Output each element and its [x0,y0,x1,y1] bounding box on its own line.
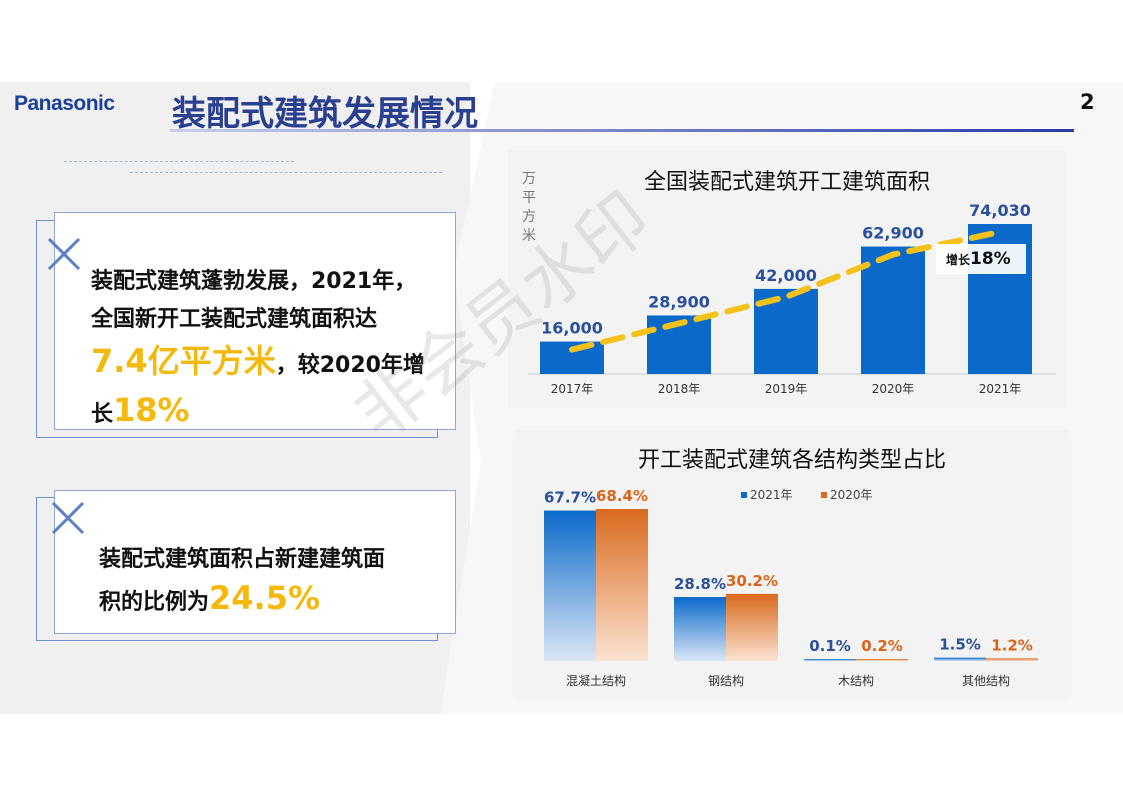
chart1-category-label: 2017年 [551,382,594,396]
chart2-legend-2021: 2021年 [750,488,793,502]
chart2-legend-2020: 2020年 [830,488,873,502]
chart2-bar-2020 [726,593,778,661]
chart1-bar [540,341,604,374]
card2-line1: 装配式建筑面积占新建建筑面 [99,547,386,572]
chart2-title: 开工装配式建筑各结构类型占比 [637,448,946,473]
close-x-icon [51,501,85,535]
chart2-value-label: 68.4% [596,487,648,505]
chart2-legend-swatch-2021 [741,492,747,498]
page-title: 装配式建筑发展情况 [172,94,478,134]
dashed-divider [64,161,294,162]
chart1-value-label: 42,000 [755,266,817,285]
chart2-svg: 2021年 2020年 67.7% 68.4% 混凝土结构 28.8% 30.2% 钢结构 0.… [544,487,1038,688]
chart1-trend-line [569,229,1003,353]
chart1-value-label: 28,900 [648,292,710,311]
card2-line2: 积的比例为24.5% [99,579,439,622]
chart1-value-label: 74,030 [969,201,1031,220]
chart2-value-label: 0.2% [861,637,903,655]
chart1-bar [861,246,925,374]
close-x-icon [47,237,81,271]
card2-box: 装配式建筑面积占新建建筑面 积的比例为24.5% [54,490,456,634]
chart1-category-label: 2018年 [658,382,701,396]
panasonic-logo: Panasonic [14,92,115,115]
card1-line3-rest: ，较2020年增 [275,353,425,378]
card2-highlight: 24.5% [209,579,321,617]
chart1-value-label: 16,000 [541,319,603,338]
chart2-value-label: 67.7% [544,489,596,507]
chart1-category-label: 2021年 [979,382,1022,396]
chart1-annotation-box [936,244,1026,274]
card1-line4-pre: 长 [91,402,114,427]
dashed-divider [130,172,442,173]
chart2-bar-2020 [596,509,648,661]
chart1-category-label: 2019年 [765,382,808,396]
chart2-value-label: 1.5% [939,636,981,654]
chart2-category-label: 钢结构 [708,673,744,688]
chart2-category-label: 其他结构 [962,673,1010,688]
card1-line3: 7.4亿平方米，较2020年增 [91,339,451,388]
chart1-annotation: 增长18% [946,249,1011,269]
chart1-annotation-prefix: 增长 [946,252,971,267]
chart1-category-label: 2020年 [872,382,915,396]
chart2-value-label: 30.2% [726,572,778,590]
chart2-value-label: 28.8% [674,575,726,593]
chart1-value-label: 62,900 [862,224,924,243]
chart2-bar-2021 [674,597,726,661]
chart2-category-label: 混凝土结构 [566,673,626,688]
chart2-value-label: 0.1% [809,637,851,655]
card2-text: 装配式建筑面积占新建建筑面 积的比例为24.5% [99,541,439,622]
chart2-legend-swatch-2020 [821,492,827,498]
chart2-value-label: 1.2% [991,636,1033,654]
card1-line1: 装配式建筑蓬勃发展，2021年， [91,269,417,294]
chart1-annotation-value: 18% [970,249,1011,269]
chart2-bar-2021 [934,657,986,661]
card1-line4: 长18% [91,388,451,437]
chart1-ylabel: 万平方米 [522,171,536,244]
chart2-bar-2020 [856,659,908,661]
card1-text: 装配式建筑蓬勃发展，2021年， 全国新开工装配式建筑面积达 7.4亿平方米，较… [91,263,451,437]
page-number: 2 [1080,90,1095,114]
chart2-bar-2021 [804,659,856,661]
title-underline [170,129,1074,132]
chart2-bar-2020 [986,658,1038,661]
chart1-title: 全国装配式建筑开工建筑面积 [643,170,930,195]
card1-highlight-growth: 18% [113,391,190,429]
card1-box: 装配式建筑蓬勃发展，2021年， 全国新开工装配式建筑面积达 7.4亿平方米，较… [54,212,456,430]
chart1-svg: 16,000 2017年 28,900 2018年 42,000 2019年 62,900 2… [528,201,1056,396]
card1-highlight-area: 7.4亿平方米 [91,342,276,380]
card2-line2-pre: 积的比例为 [99,590,210,615]
chart2-category-label: 木结构 [838,673,874,688]
chart2-bar-2021 [544,510,596,661]
card1-line2: 全国新开工装配式建筑面积达 [91,307,378,332]
